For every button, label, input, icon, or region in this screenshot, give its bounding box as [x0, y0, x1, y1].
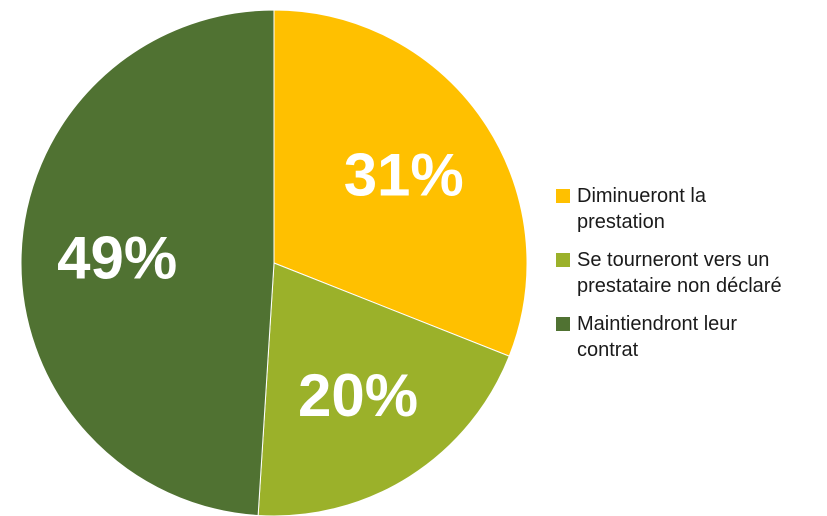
legend-swatch-diminueront: [556, 189, 570, 203]
pie-slice-maintiendront: [20, 9, 275, 516]
pie-slice-diminueront: [273, 9, 528, 357]
legend-label-se-tourneront: Se tourneront vers un prestataire non dé…: [577, 249, 782, 297]
legend-item-se-tourneront: Se tourneront vers un prestataire non dé…: [556, 247, 824, 299]
legend: Diminueront la prestation Se tourneront …: [556, 183, 824, 375]
legend-label-maintiendront: Maintiendront leur contrat: [577, 313, 738, 361]
legend-swatch-se-tourneront: [556, 253, 570, 267]
legend-item-maintiendront: Maintiendront leur contrat: [556, 311, 824, 363]
slice-label-diminueront: 31%: [344, 141, 464, 208]
legend-label-diminueront: Diminueront la prestation: [577, 185, 706, 233]
pie-slice-se-tourneront: [257, 262, 510, 516]
slice-label-se-tourneront: 20%: [298, 362, 418, 429]
slice-label-maintiendront: 49%: [57, 225, 177, 292]
legend-item-diminueront: Diminueront la prestation: [556, 183, 824, 235]
legend-swatch-maintiendront: [556, 317, 570, 331]
pie-svg: 31% 20% 49%: [20, 9, 528, 516]
